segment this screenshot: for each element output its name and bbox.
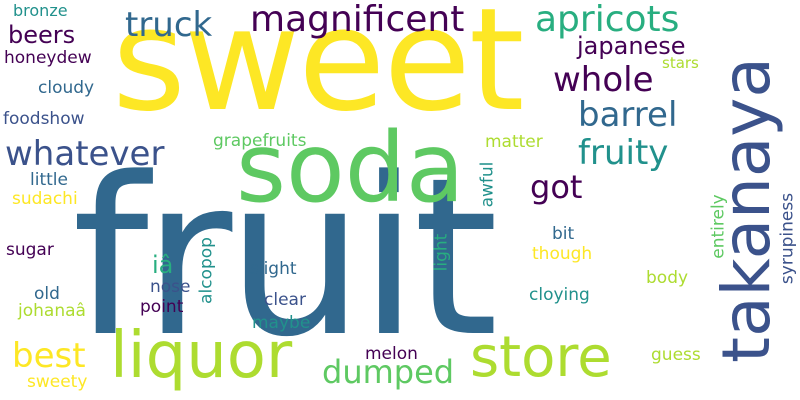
word-bronze: bronze — [13, 1, 68, 20]
word-beers: beers — [8, 21, 76, 49]
word-point: point — [140, 297, 184, 317]
word-clear: clear — [264, 290, 306, 310]
word-sweety: sweety — [27, 372, 88, 392]
word-cloudy: cloudy — [38, 78, 95, 98]
word-alcopop: alcopop — [196, 237, 217, 304]
word-truck: truck — [125, 5, 213, 45]
word-maybe: maybe — [252, 313, 311, 333]
word-johanaa: johanaâ — [18, 301, 86, 321]
word-slight: slight — [250, 259, 297, 279]
word-cloying: cloying — [529, 285, 590, 305]
word-melon: melon — [365, 344, 418, 364]
word-old: old — [34, 284, 60, 304]
word-soda: soda — [236, 112, 465, 224]
word-little: little — [30, 170, 68, 190]
word-liquor: liquor — [110, 319, 293, 393]
word-japanese: japanese — [577, 32, 686, 60]
word-whole: whole — [553, 60, 654, 100]
word-fruity: fruity — [578, 133, 669, 173]
word-bit: bit — [552, 224, 575, 244]
word-sudachi: sudachi — [12, 189, 78, 209]
word-foodshow: foodshow — [3, 109, 85, 129]
word-honeydew: honeydew — [4, 48, 92, 68]
word-guess: guess — [651, 345, 701, 365]
word-got: got — [530, 168, 583, 206]
word-awful: awful — [477, 161, 498, 208]
word-stars: stars — [662, 54, 699, 72]
word-best: best — [12, 336, 86, 376]
word-barrel: barrel — [578, 95, 678, 135]
word-body: body — [646, 268, 689, 288]
word-though: though — [532, 244, 593, 264]
word-entirely: entirely — [708, 194, 729, 259]
word-syrupiness: syrupiness — [777, 192, 798, 285]
word-magnificent: magnificent — [250, 0, 465, 40]
word-nose: nose — [150, 277, 191, 297]
word-light: light — [431, 233, 452, 272]
word-matter: matter — [485, 132, 543, 152]
word-store: store — [470, 325, 612, 390]
word-ia: iâ — [152, 251, 174, 279]
word-dumped: dumped — [322, 353, 455, 391]
word-whatever: whatever — [5, 134, 165, 174]
word-sugar: sugar — [6, 240, 54, 260]
word-grapefruits: grapefruits — [213, 131, 307, 151]
word-fruit: fruit — [72, 132, 499, 385]
word-sweet: sweet — [112, 0, 525, 143]
word-apricots: apricots — [535, 0, 680, 40]
